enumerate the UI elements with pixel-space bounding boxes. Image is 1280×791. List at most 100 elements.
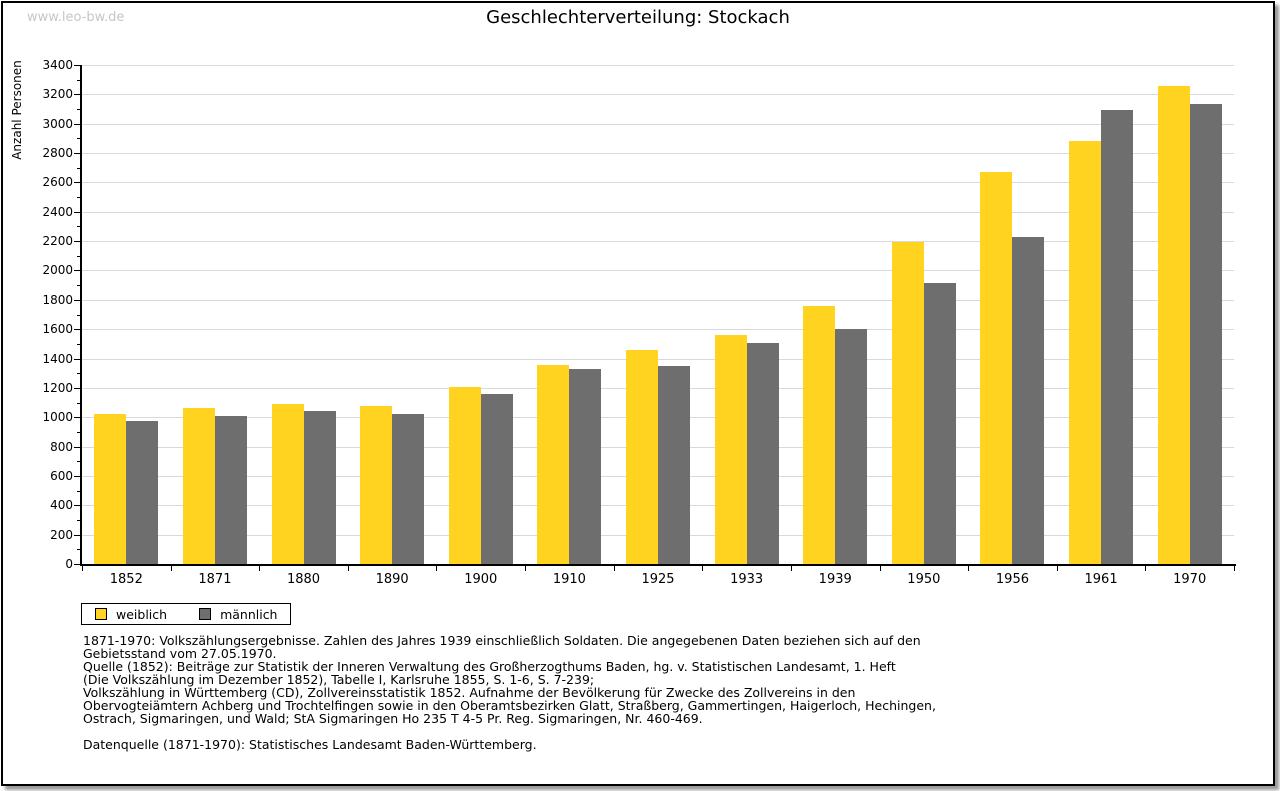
y-axis-line [80,65,82,566]
x-axis-tick [170,566,172,571]
x-axis-line [80,564,1236,566]
footnotes: 1871-1970: Volkszählungsergebnisse. Zahl… [83,634,1203,751]
y-axis-tick [74,534,80,536]
y-gridline [82,94,1234,96]
y-axis-tick [74,65,80,66]
x-axis-tick [436,566,438,571]
bar-maennlich-1910 [569,368,602,564]
y-axis-tick [77,549,80,551]
bar-weiblich-1970 [1157,85,1190,564]
y-axis-tick [77,255,80,257]
y-axis-tick-label: 1000 [42,410,73,425]
y-axis-tick [77,343,80,345]
x-axis-label: 1939 [818,572,852,587]
y-axis-title: Anzahl Personen [10,60,24,160]
bar-maennlich-1852 [126,420,159,564]
y-axis-tick [77,197,80,199]
bar-weiblich-1890 [360,406,393,564]
datasource-line: Datenquelle (1871-1970): Statistisches L… [83,737,537,752]
legend-label: männlich [220,606,278,622]
y-axis-tick-label: 1600 [42,322,73,337]
bar-weiblich-1900 [448,387,481,564]
y-axis-tick [77,79,80,81]
bar-weiblich-1933 [714,335,747,564]
y-gridline [82,358,1234,360]
y-axis-tick [74,270,80,272]
y-gridline [82,329,1234,331]
legend-item-maennlich: männlich [199,607,277,622]
x-axis-tick [702,566,704,571]
y-gridline [82,182,1234,184]
x-axis-tick [968,566,970,571]
x-axis-label: 1880 [286,572,321,587]
bar-maennlich-1880 [303,411,336,564]
y-axis-tick-label: 600 [50,468,73,483]
bar-weiblich-1950 [891,241,924,564]
y-axis-tick-label: 2200 [42,234,73,249]
y-axis-tick-label: 2000 [42,263,73,278]
footnote-line: Obervogteiämtern Achberg und Trochtelfin… [83,698,936,713]
x-axis-label: 1910 [552,572,586,587]
y-axis-tick [77,109,80,111]
y-axis-tick-label: 200 [50,527,73,542]
y-axis-tick-label: 2800 [42,146,73,161]
bar-maennlich-1939 [835,329,868,564]
x-axis-tick [790,566,792,571]
y-axis-tick [74,446,80,448]
bar-maennlich-1890 [392,414,425,564]
bar-weiblich-1880 [271,404,304,564]
footnote-line: Gebietsstand vom 27.05.1970. [83,646,277,661]
y-axis-tick-label: 3400 [42,58,73,72]
y-axis-tick [74,387,80,389]
bar-maennlich-1970 [1189,103,1222,564]
y-gridline [82,299,1234,301]
footnote-line: Volkszählung in Württemberg (CD), Zollve… [83,685,856,700]
x-axis-tick [1056,566,1058,571]
chart-title: Geschlechterverteilung: Stockach [486,7,790,28]
y-gridline [82,153,1234,155]
bar-weiblich-1961 [1069,141,1102,564]
bar-maennlich-1925 [658,365,690,564]
bar-maennlich-1871 [214,415,247,564]
y-axis-tick [77,138,80,140]
x-axis-label: 1950 [907,572,941,587]
x-axis-label: 1956 [995,572,1029,587]
footnote-line: 1871-1970: Volkszählungsergebnisse. Zahl… [83,633,921,648]
bar-maennlich-1900 [480,394,513,564]
footnote-line: Quelle (1852): Beiträge zur Statistik de… [83,659,896,674]
y-gridline [82,270,1234,272]
y-axis-tick [74,475,80,477]
y-axis-tick-label: 1200 [42,380,73,395]
bar-maennlich-1956 [1012,236,1045,564]
y-axis-tick [74,153,80,155]
footnote-line: Ostrach, Sigmaringen, und Wald; StA Sigm… [83,711,703,726]
y-axis-tick [74,94,80,96]
watermark: www.leo-bw.de [27,10,125,25]
legend-swatch-weiblich-icon [95,608,107,620]
x-axis-tick [1234,566,1235,571]
y-axis-tick [74,329,80,331]
bar-weiblich-1910 [537,365,570,564]
bar-weiblich-1852 [94,414,127,564]
x-axis-label: 1871 [198,572,232,587]
y-axis-tick [74,417,80,419]
y-axis-tick-label: 400 [50,498,73,513]
y-axis-tick-label: 1400 [42,351,73,366]
y-axis-tick [77,167,80,169]
x-axis-label: 1925 [641,572,675,587]
y-gridline [82,123,1234,125]
y-axis-tick [74,299,80,301]
y-axis-tick [77,226,80,228]
y-axis-tick [77,519,80,521]
y-axis-tick-label: 3000 [42,116,73,131]
footnote-line: (Die Volkszählung im Dezember 1852), Tab… [83,672,595,687]
y-axis-tick [74,358,80,360]
x-axis-tick [1145,566,1147,571]
y-axis-tick-label: 2600 [42,175,73,190]
x-axis-tick [525,566,527,571]
legend: weiblich männlich [81,603,292,625]
y-gridline [82,65,1234,66]
y-axis-tick-label: 3200 [42,87,73,102]
x-axis-label: 1961 [1084,572,1118,587]
